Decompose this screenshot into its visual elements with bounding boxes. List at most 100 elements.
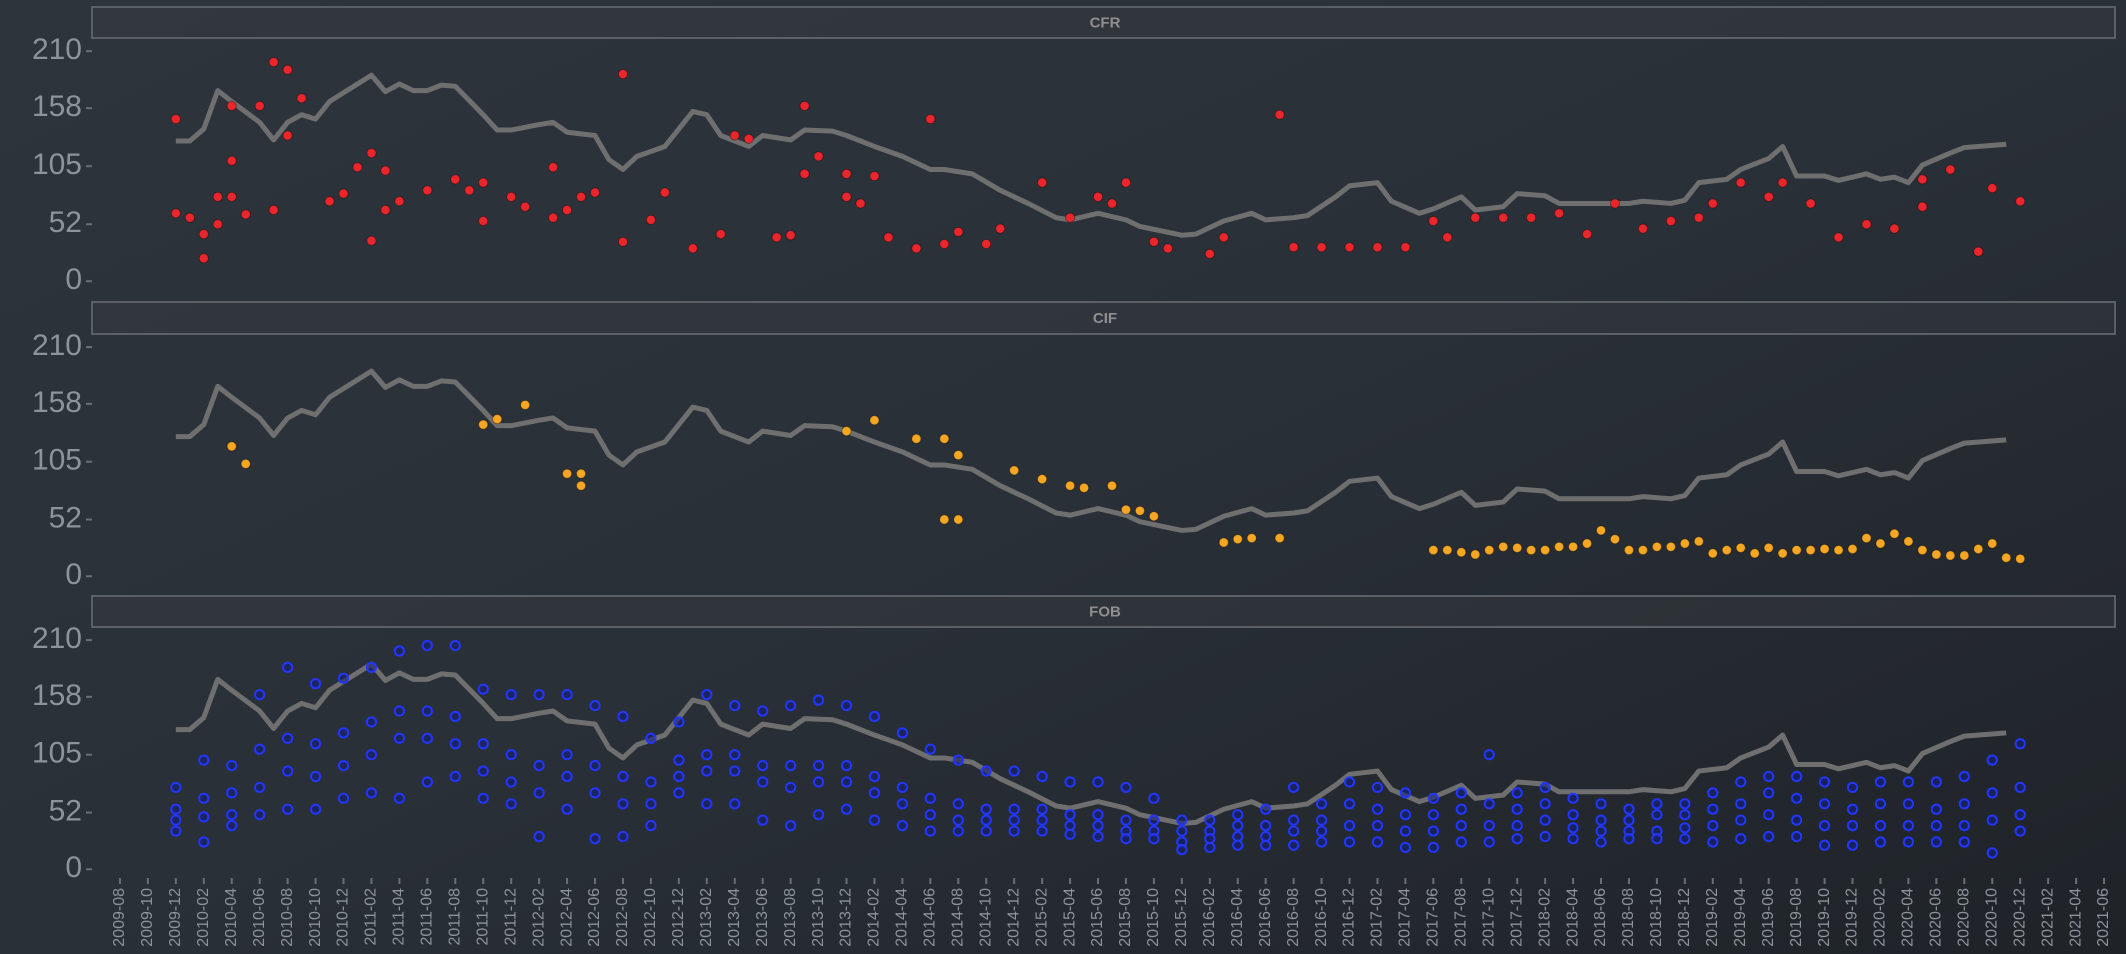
- point: [896, 798, 909, 810]
- point: [421, 732, 433, 744]
- point: [1204, 814, 1216, 826]
- point: [1232, 534, 1243, 545]
- point: [282, 803, 294, 815]
- point: [254, 809, 266, 821]
- point: [1665, 541, 1676, 552]
- point: [2014, 809, 2026, 821]
- x-tick-label: 2016-12: [1341, 888, 1358, 947]
- point: [1483, 749, 1495, 761]
- point: [1623, 544, 1635, 556]
- point: [743, 133, 754, 144]
- x-tick-label: 2020-12: [2011, 888, 2028, 947]
- point: [393, 705, 405, 717]
- x-tick-label: 2011-06: [419, 888, 436, 946]
- point: [729, 699, 741, 712]
- point: [240, 209, 251, 220]
- point: [1036, 803, 1048, 815]
- x-tick-label: 2016-08: [1285, 888, 1302, 947]
- x-tick-label: 2018-12: [1676, 888, 1693, 947]
- point: [981, 238, 992, 250]
- point: [198, 836, 210, 848]
- point: [520, 399, 531, 411]
- point: [1609, 534, 1621, 545]
- point: [1707, 548, 1718, 559]
- point: [1917, 201, 1928, 212]
- point: [1008, 803, 1020, 815]
- point: [1930, 820, 1942, 832]
- point: [505, 749, 517, 761]
- point: [324, 196, 335, 207]
- point: [1483, 798, 1495, 810]
- x-tick-label: 2013-04: [726, 888, 743, 947]
- point: [1595, 525, 1607, 536]
- x-tick-label: 2019-08: [1788, 888, 1805, 947]
- y-tick-label: 105: [32, 444, 82, 477]
- point: [1986, 787, 1998, 799]
- point: [1092, 809, 1104, 821]
- point: [645, 820, 657, 832]
- point: [757, 705, 769, 717]
- point: [533, 689, 545, 701]
- x-tick-label: 2014-12: [1005, 888, 1022, 947]
- point: [1064, 480, 1076, 491]
- point: [813, 151, 824, 162]
- point: [1763, 542, 1774, 553]
- point: [1176, 814, 1188, 826]
- point: [449, 710, 461, 723]
- point: [1288, 825, 1300, 837]
- point: [1539, 830, 1551, 843]
- point: [282, 732, 294, 744]
- point: [1818, 820, 1831, 832]
- point: [1818, 798, 1831, 810]
- point: [1483, 836, 1495, 848]
- point: [701, 765, 713, 777]
- point: [1526, 544, 1537, 556]
- x-tick-label: 2020-04: [1900, 888, 1917, 947]
- point: [1637, 544, 1649, 556]
- point: [337, 759, 350, 772]
- point: [1455, 803, 1467, 815]
- point: [1707, 198, 1718, 209]
- point: [1511, 803, 1523, 815]
- point: [449, 639, 461, 652]
- point: [785, 230, 796, 241]
- point: [840, 776, 853, 788]
- point: [757, 814, 769, 826]
- point: [659, 187, 670, 198]
- point: [1846, 839, 1859, 851]
- point: [729, 130, 740, 141]
- point: [2001, 552, 2012, 563]
- point: [282, 64, 293, 75]
- point: [1218, 232, 1229, 243]
- x-tick-label: 2021-02: [2039, 888, 2056, 947]
- point: [1399, 825, 1412, 837]
- point: [1246, 532, 1257, 544]
- point: [1511, 820, 1523, 832]
- point: [226, 441, 237, 452]
- point: [380, 165, 391, 176]
- point: [2015, 553, 2026, 564]
- point: [1930, 776, 1942, 788]
- point: [1833, 544, 1844, 556]
- x-tick-label: 2011-02: [363, 888, 380, 946]
- panel-title: FOB: [1089, 603, 1121, 620]
- x-tick-label: 2011-08: [447, 888, 464, 946]
- point: [1399, 787, 1412, 799]
- point: [1903, 536, 1914, 547]
- point: [1567, 822, 1579, 834]
- point: [701, 798, 713, 810]
- point: [589, 187, 601, 198]
- point: [170, 208, 181, 219]
- reference-line: [175, 661, 2007, 826]
- point: [1595, 836, 1607, 848]
- point: [506, 191, 517, 202]
- strip: [91, 595, 2116, 628]
- point: [575, 191, 587, 202]
- point: [1958, 798, 1970, 810]
- point: [296, 93, 307, 104]
- point: [1902, 820, 1915, 832]
- x-tick-label: 2010-12: [335, 888, 352, 947]
- panel-title: CFR: [1090, 14, 1121, 31]
- point: [1400, 242, 1411, 253]
- point: [1162, 243, 1173, 254]
